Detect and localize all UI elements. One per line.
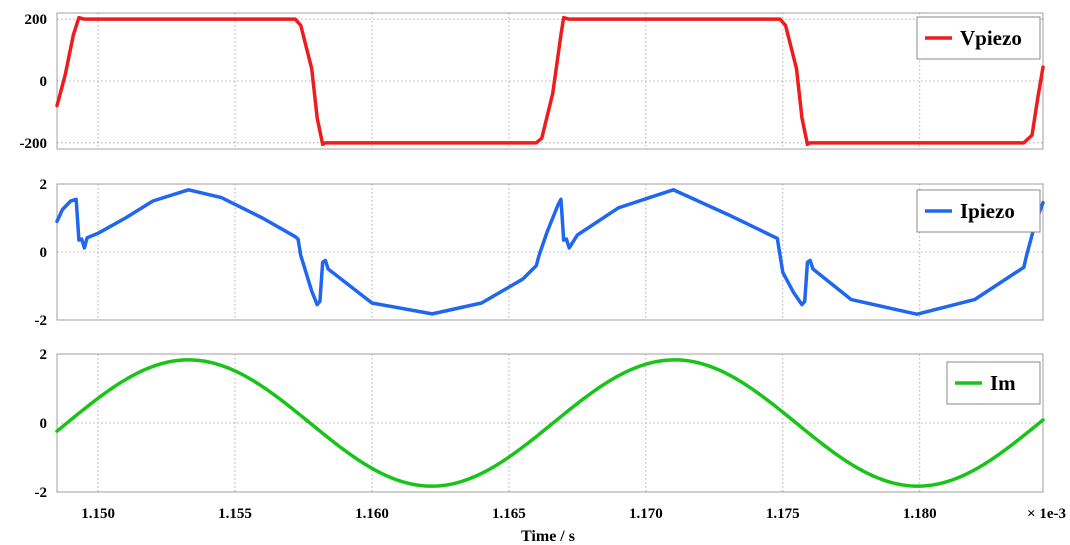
y-tick-label: 0 [40, 74, 48, 90]
y-tick-label: 2 [40, 347, 48, 363]
y-tick-label: 0 [40, 245, 48, 261]
chart-panels: 200 0 -200 Vpiezo 2 0 -2 Ipiezo 2 0 -2 Im [20, 12, 1045, 501]
y-tick-label: 0 [40, 416, 48, 432]
x-axis-title: Time / s [521, 528, 575, 545]
legend-vpiezo: Vpiezo [916, 16, 1041, 60]
series-line-im [55, 358, 1045, 488]
legend-label: Vpiezo [960, 26, 1022, 50]
y-tick-label: 200 [25, 12, 48, 28]
panel-vpiezo: 200 0 -200 Vpiezo [20, 12, 1045, 152]
x-tick-label: 1.165 [492, 506, 526, 522]
y-tick-label: -2 [35, 313, 48, 329]
x-tick-label: 1.150 [81, 506, 115, 522]
panel-im: 2 0 -2 Im [35, 347, 1045, 501]
y-tick-label: -2 [35, 485, 48, 501]
x-axis: 1.150 1.155 1.160 1.165 1.170 1.175 1.180 [81, 506, 936, 522]
legend-label: Im [990, 371, 1016, 395]
y-tick-label: -200 [20, 136, 48, 152]
series-line-ipiezo [55, 188, 1045, 316]
legend-label: Ipiezo [960, 199, 1015, 223]
x-tick-label: 1.160 [355, 506, 389, 522]
x-tick-label: 1.155 [218, 506, 252, 522]
panel-ipiezo: 2 0 -2 Ipiezo [35, 177, 1045, 329]
x-axis-multiplier: × 1e-3 [1027, 506, 1066, 522]
x-tick-label: 1.170 [629, 506, 663, 522]
x-tick-label: 1.175 [766, 506, 800, 522]
y-tick-label: 2 [40, 177, 48, 193]
x-tick-label: 1.180 [903, 506, 937, 522]
series-line-vpiezo [55, 15, 1045, 147]
legend-ipiezo: Ipiezo [916, 189, 1041, 233]
legend-im: Im [946, 361, 1041, 405]
